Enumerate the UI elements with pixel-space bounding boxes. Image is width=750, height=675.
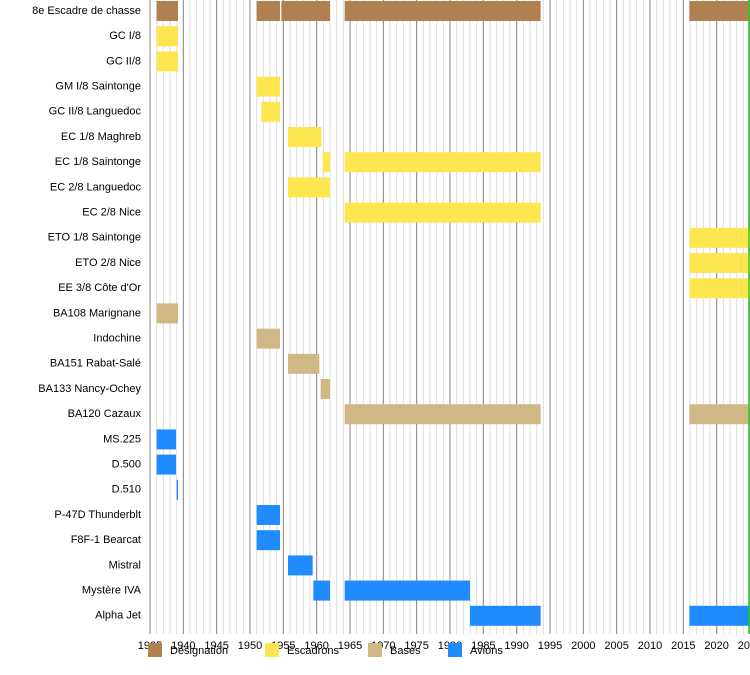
row-label: GC II/8 Languedoc [49, 106, 142, 118]
bar [256, 76, 280, 97]
legend-label: Bases [390, 645, 421, 657]
row-label: EC 2/8 Languedoc [50, 181, 142, 193]
bar [344, 1, 541, 21]
bar [156, 303, 178, 324]
legend-label: Avions [470, 645, 503, 657]
bar [256, 530, 280, 551]
x-tick-label: 1990 [504, 640, 528, 652]
bar [281, 1, 330, 21]
row-label: Mistral [109, 559, 141, 571]
row-label: BA151 Rabat-Salé [50, 358, 141, 370]
row-label: BA133 Nancy-Ochey [38, 383, 141, 395]
row-label: EE 3/8 Côte d'Or [58, 282, 141, 294]
row-label: Alpha Jet [95, 610, 141, 622]
bar [156, 454, 176, 475]
bar [256, 505, 280, 525]
x-tick-label: 1995 [538, 640, 562, 652]
bar [689, 278, 750, 299]
x-tick-label: 1960 [304, 640, 328, 652]
x-tick-label: 1985 [471, 640, 495, 652]
row-label: BA108 Marignane [53, 307, 141, 319]
bar [288, 177, 330, 198]
bar [344, 152, 541, 173]
row-label: EC 1/8 Maghreb [61, 131, 141, 143]
bar [176, 479, 178, 500]
bar [470, 605, 541, 626]
legend-swatch [368, 643, 382, 657]
legend-swatch [148, 643, 162, 657]
bar [156, 51, 178, 72]
bar [313, 580, 330, 601]
bar [256, 1, 280, 21]
row-label: P-47D Thunderblt [54, 509, 141, 521]
bar [288, 353, 320, 374]
bar [689, 404, 750, 425]
row-label: GC II/8 [106, 55, 141, 67]
row-label: EC 1/8 Saintonge [55, 156, 141, 168]
x-tick-label: 2020 [704, 640, 728, 652]
row-label: Indochine [93, 333, 141, 345]
x-tick-label: 1975 [404, 640, 428, 652]
bar [344, 404, 541, 425]
row-label: MS.225 [103, 433, 141, 445]
bar [689, 253, 750, 273]
bar [156, 26, 178, 47]
x-tick-label: 2000 [571, 640, 595, 652]
bar [320, 379, 330, 399]
legend-swatch [448, 643, 462, 657]
bar [344, 580, 470, 601]
row-label: D.510 [112, 484, 141, 496]
row-label: BA120 Cazaux [68, 408, 142, 420]
row-label: GM I/8 Saintonge [55, 81, 141, 93]
bar [288, 127, 322, 147]
bar [156, 429, 176, 450]
bar [344, 202, 541, 223]
row-label: 8e Escadre de chasse [32, 5, 141, 17]
bar [256, 328, 280, 349]
bar [288, 555, 313, 576]
bar [689, 227, 750, 248]
x-tick-label: 1950 [238, 640, 262, 652]
x-tick-label: 2025 [738, 640, 750, 652]
row-label: EC 2/8 Nice [82, 207, 141, 219]
row-label: GC I/8 [109, 30, 141, 42]
x-tick-label: 2005 [604, 640, 628, 652]
x-tick-label: 2010 [638, 640, 662, 652]
x-tick-label: 1945 [204, 640, 228, 652]
bar [322, 152, 330, 173]
row-label: F8F-1 Bearcat [71, 534, 141, 546]
row-label: ETO 1/8 Saintonge [48, 232, 141, 244]
legend-swatch [265, 643, 279, 657]
legend-label: Escadrons [287, 645, 339, 657]
bar [261, 101, 280, 122]
bar [689, 1, 750, 21]
x-tick-label: 2015 [671, 640, 695, 652]
legend-label: Désignation [170, 645, 228, 657]
x-tick-label: 1965 [338, 640, 362, 652]
row-label: Mystère IVA [82, 585, 142, 597]
row-label: D.500 [112, 459, 141, 471]
bar [156, 1, 178, 21]
bar [689, 605, 750, 626]
row-label: ETO 2/8 Nice [75, 257, 141, 269]
x-tick-label: 1940 [171, 640, 195, 652]
